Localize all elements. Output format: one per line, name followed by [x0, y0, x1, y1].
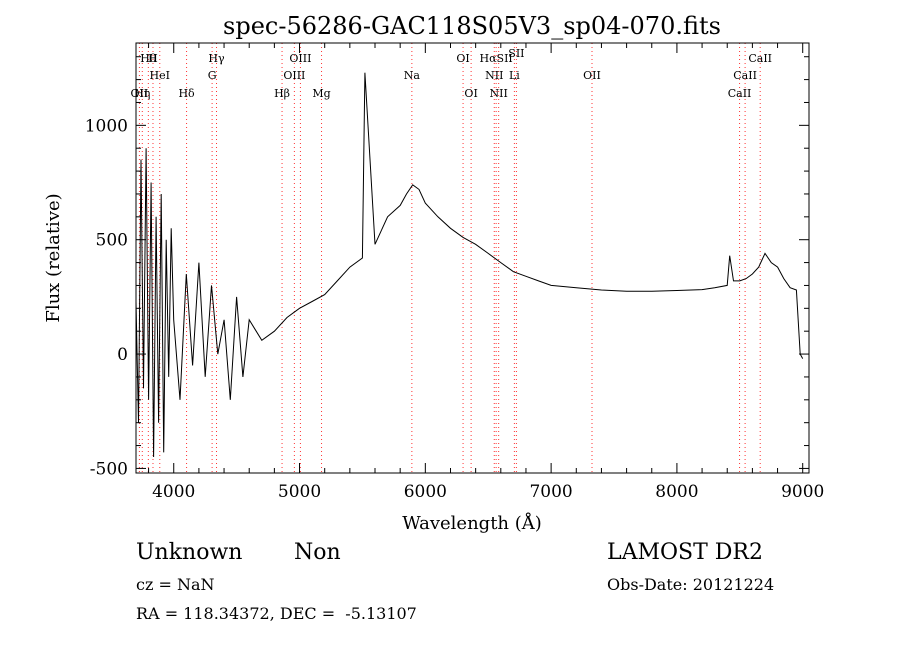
subclass: Non [294, 540, 341, 565]
x-tick-label: 8000 [655, 482, 698, 502]
redshift: cz = NaN [136, 575, 215, 594]
spectral-line-label: NII [485, 69, 503, 82]
spectrum-line [135, 72, 804, 458]
spectral-line-label: OI [456, 52, 469, 65]
x-tick-label: 7000 [529, 482, 572, 502]
spectral-line-label: Mg [312, 87, 330, 100]
spectral-line-label: Li [509, 69, 520, 82]
y-tick-label: 500 [96, 231, 128, 251]
x-axis-label: Wavelength (Å) [402, 512, 542, 534]
spectral-line-label: Na [404, 69, 421, 82]
axis-ticks: 4000 5000 6000 7000 8000 9000 -500 0 500 1000 [85, 43, 824, 502]
spectral-line-label: OIII [289, 52, 311, 65]
coordinates: RA = 118.34372, DEC = -5.13107 [136, 604, 417, 623]
spectral-line-label: Hβ [274, 87, 290, 100]
y-axis-label: Flux (relative) [43, 193, 64, 322]
spectral-line-label: OIII [283, 69, 305, 82]
survey-name: LAMOST DR2 [607, 540, 763, 565]
spectral-line-label: CaII [733, 69, 757, 82]
spectral-line-label: H [148, 52, 158, 65]
spectral-line-label: G [208, 69, 217, 82]
spectral-lines [138, 43, 761, 473]
y-tick-label: 1000 [85, 116, 128, 136]
spectral-line-label: Hθ [140, 52, 157, 65]
x-tick-label: 4000 [152, 482, 195, 502]
spectral-line-label: HeI [150, 69, 170, 82]
spectral-line-label: OII [583, 69, 601, 82]
plot-frame [135, 42, 810, 474]
x-tick-label: 9000 [781, 482, 824, 502]
spectral-line-label: Hδ [178, 87, 195, 100]
spectral-line-label: CaII [748, 52, 772, 65]
spectrum-series [135, 72, 804, 458]
obs-date: Obs-Date: 20121224 [607, 575, 775, 594]
x-tick-label: 6000 [404, 482, 447, 502]
spectral-line-label: SII [508, 47, 524, 60]
chart-title: spec-56286-GAC118S05V3_sp04-070.fits [223, 12, 721, 40]
spectral-line-label: CaII [728, 87, 752, 100]
y-tick-label: -500 [90, 459, 128, 479]
spectral-line-label: HαSII [480, 52, 513, 65]
x-tick-label: 5000 [278, 482, 321, 502]
spectral-line-label: Hη [134, 87, 150, 100]
object-class: Unknown [136, 540, 243, 565]
spectral-line-label: Hγ [208, 52, 225, 65]
y-tick-label: 0 [117, 345, 128, 365]
spectral-line-label: OI [464, 87, 477, 100]
spectral-line-label: NII [490, 87, 508, 100]
spectral-line-label: OII [131, 87, 149, 100]
